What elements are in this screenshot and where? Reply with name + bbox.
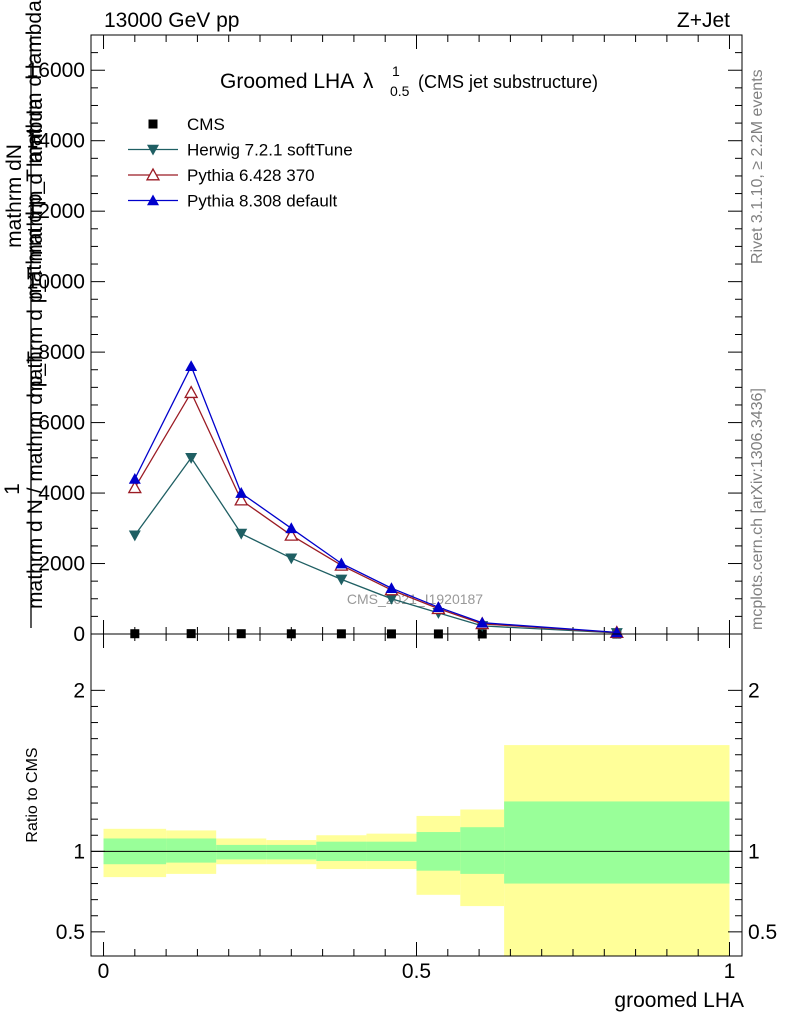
main-ytick-label: 4000 — [38, 482, 85, 505]
chart-title-suffix: (CMS jet substructure) — [418, 72, 598, 92]
legend-marker — [147, 144, 159, 156]
main-ytick-label: 10000 — [27, 271, 85, 294]
point-pythia8 — [476, 616, 489, 628]
point-pythia8 — [610, 626, 623, 638]
legend-label: Herwig 7.2.1 softTune — [187, 141, 353, 160]
legend-item-pythia8: Pythia 8.308 default — [128, 192, 338, 211]
chart-title-sup: 1 — [392, 63, 400, 79]
main-y-axis: 0 2000 4000 6000 8000 10000 12000 14000 16000 — [27, 59, 742, 646]
point-pythia8 — [385, 582, 398, 593]
header-left: 13000 GeV pp — [104, 9, 239, 32]
y-axis-label-dnptr: mathrm d N / mathrm d p_T — [24, 351, 47, 609]
rivet-label: Rivet 3.1.10, ≥ 2.2M events — [749, 69, 766, 264]
main-ytick-label: 2000 — [38, 553, 85, 576]
y-axis-label-dn: mathrm dN — [3, 144, 26, 248]
point-pythia6 — [234, 492, 249, 506]
point-pythia8 — [235, 487, 248, 498]
point-herwig — [335, 574, 348, 586]
main-ytick-label: 12000 — [27, 200, 85, 223]
point-herwig — [285, 553, 298, 565]
legend-item-cms: CMS — [148, 115, 225, 134]
main-ytick-label: 0 — [73, 623, 85, 646]
mcplots-label: mcplots.cern.ch [arXiv:1306.3436] — [749, 388, 766, 630]
header-right: Z+Jet — [677, 9, 730, 32]
legend-marker — [148, 119, 158, 129]
main-ytick-label: 8000 — [38, 341, 85, 364]
legend-item-herwig: Herwig 7.2.1 softTune — [128, 141, 353, 160]
ratio-ytick-label-right: 2 — [748, 679, 760, 702]
point-pythia8 — [128, 472, 141, 484]
main-ytick-label: 14000 — [27, 130, 85, 153]
ratio-x-axis: 0 0.5 1 — [98, 634, 736, 983]
ratio-ytick-label-left: 0.5 — [56, 921, 85, 944]
point-pythia6 — [284, 528, 299, 541]
ratio-xtick-label: 0.5 — [402, 960, 431, 983]
ratio-xtick-label: 0 — [98, 960, 110, 983]
legend-label: CMS — [187, 115, 225, 134]
chart-title-sub: 0.5 — [390, 83, 410, 99]
point-pythia6 — [184, 385, 199, 399]
legend-marker — [145, 167, 161, 181]
main-ytick-label: 6000 — [38, 412, 85, 435]
ratio-plot-panel: 0.5 0.51 12 2 0 0.5 1 Ratio to CMS groomed LH… — [24, 633, 777, 1012]
main-minor-ticks — [91, 34, 742, 634]
y-axis-label-dptdl-lower: mathrm d p_T mathrm d lambda — [24, 98, 47, 398]
ratio-ytick-label-left: 1 — [73, 840, 85, 863]
point-herwig — [128, 530, 141, 542]
main-plot-panel: 0 2000 4000 6000 8000 10000 12000 14000 16000 CM… — [1, 0, 743, 646]
point-pythia8 — [185, 360, 198, 372]
ratio-band-inner — [504, 801, 730, 884]
ratio-y-axis: 0.5 0.5 1 1 2 2 — [56, 679, 777, 944]
y-axis-label-one: 1 — [1, 483, 24, 495]
point-pythia8 — [335, 557, 348, 569]
legend-marker — [147, 194, 159, 206]
legend-label: Pythia 6.428 370 — [187, 166, 315, 185]
y-axis-label-dptdl-upper: mathrm d p_T mathrm d lambda — [23, 0, 46, 300]
legend-item-pythia6: Pythia 6.428 370 — [128, 166, 315, 185]
ratio-ytick-label-right: 0.5 — [748, 921, 777, 944]
legend: CMS Herwig 7.2.1 softTune Pythia 6.428 370… — [128, 115, 353, 211]
point-herwig — [385, 593, 398, 605]
series-herwig — [128, 453, 623, 639]
ratio-band-inner — [166, 838, 217, 863]
ratio-band-inner — [460, 827, 505, 874]
chart-title-main: Groomed LHA — [220, 70, 354, 93]
ratio-band-inner — [216, 844, 267, 860]
ratio-ytick-label-right: 1 — [748, 840, 760, 863]
ratio-ytick-label-left: 2 — [73, 679, 85, 702]
ratio-xtick-label: 1 — [724, 960, 736, 983]
series-pythia8 — [128, 360, 623, 638]
ratio-band-inner — [266, 844, 317, 860]
point-herwig — [185, 453, 198, 464]
point-herwig — [235, 528, 248, 540]
ratio-bands — [103, 745, 730, 956]
x-axis-label: groomed LHA — [614, 989, 744, 1012]
chart-title: Groomed LHA λ — [220, 70, 374, 93]
chart-title-symbol: λ — [363, 70, 374, 93]
main-ytick-label: 16000 — [27, 59, 85, 82]
point-pythia6 — [127, 480, 142, 494]
legend-label: Pythia 8.308 default — [187, 192, 338, 211]
point-pythia8 — [432, 601, 445, 613]
ratio-y-label: Ratio to CMS — [24, 747, 41, 842]
point-pythia8 — [285, 522, 298, 534]
main-series-group — [127, 360, 624, 639]
